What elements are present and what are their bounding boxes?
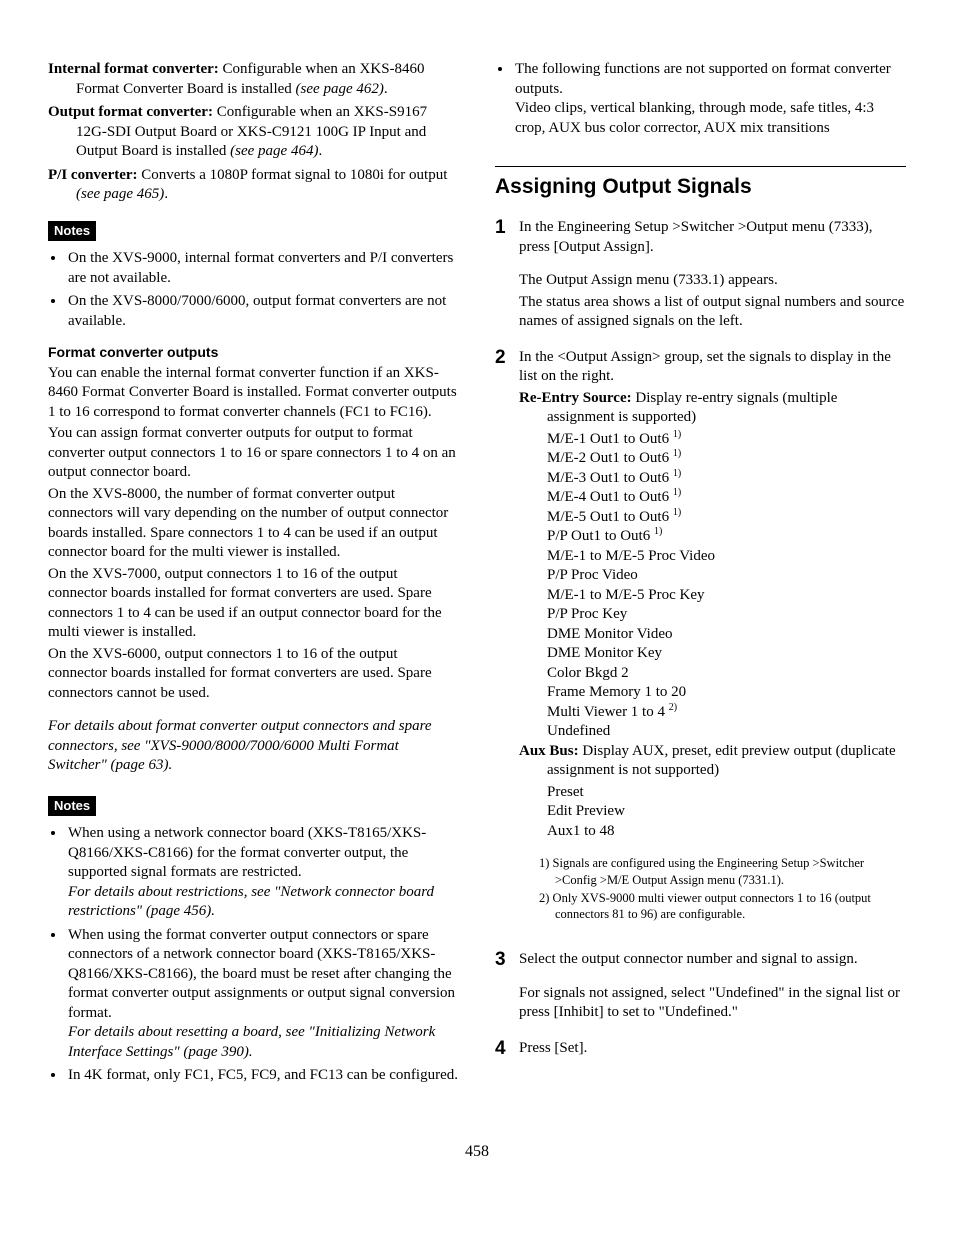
body-text: You can assign format converter outputs … xyxy=(48,424,459,483)
two-column-layout: Internal format converter: Configurable … xyxy=(48,60,906,1094)
step-body: Press [Set]. xyxy=(519,1039,906,1061)
list-item: DME Monitor Key xyxy=(547,644,906,664)
list-item: When using a network connector board (XK… xyxy=(66,824,459,922)
list-item: Edit Preview xyxy=(547,802,906,822)
def-output-format-converter: Output format converter: Configurable wh… xyxy=(48,103,459,162)
list-item: M/E-1 Out1 to Out6 1) xyxy=(547,430,906,450)
list-item: P/P Out1 to Out6 1) xyxy=(547,527,906,547)
list-item: In 4K format, only FC1, FC5, FC9, and FC… xyxy=(66,1066,459,1086)
top-bullet-list: The following functions are not supporte… xyxy=(495,60,906,138)
list-item: Multi Viewer 1 to 4 2) xyxy=(547,703,906,723)
list-item: DME Monitor Video xyxy=(547,625,906,645)
list-item: On the XVS-9000, internal format convert… xyxy=(66,249,459,288)
list-item: On the XVS-8000/7000/6000, output format… xyxy=(66,292,459,331)
step-number: 3 xyxy=(495,950,519,971)
step-4: 4 Press [Set]. xyxy=(495,1039,906,1061)
list-item: P/P Proc Key xyxy=(547,605,906,625)
list-item: M/E-2 Out1 to Out6 1) xyxy=(547,449,906,469)
footnote: 2) Only XVS-9000 multi viewer output con… xyxy=(539,890,906,923)
def-pi-converter: P/I converter: Converts a 1080P format s… xyxy=(48,166,459,205)
list-item: Color Bkgd 2 xyxy=(547,664,906,684)
step-1: 1 In the Engineering Setup >Switcher >Ou… xyxy=(495,218,906,334)
list-item: M/E-4 Out1 to Out6 1) xyxy=(547,488,906,508)
footnote: 1) Signals are configured using the Engi… xyxy=(539,855,906,888)
cross-reference: For details about format converter outpu… xyxy=(48,717,459,776)
footnotes: 1) Signals are configured using the Engi… xyxy=(519,855,906,922)
format-converter-outputs-heading: Format converter outputs xyxy=(48,343,459,361)
list-item: The following functions are not supporte… xyxy=(513,60,906,138)
list-item: P/P Proc Video xyxy=(547,566,906,586)
section-title: Assigning Output Signals xyxy=(495,173,906,200)
list-item: M/E-1 to M/E-5 Proc Key xyxy=(547,586,906,606)
body-text: You can enable the internal format conve… xyxy=(48,364,459,423)
body-text: On the XVS-7000, output connectors 1 to … xyxy=(48,565,459,643)
notes-list-1: On the XVS-9000, internal format convert… xyxy=(48,249,459,331)
step-number: 4 xyxy=(495,1039,519,1060)
list-item: M/E-3 Out1 to Out6 1) xyxy=(547,469,906,489)
notes-badge: Notes xyxy=(48,221,96,242)
aux-bus-def: Aux Bus: Display AUX, preset, edit previ… xyxy=(519,742,906,781)
list-item: M/E-5 Out1 to Out6 1) xyxy=(547,508,906,528)
list-item: M/E-1 to M/E-5 Proc Video xyxy=(547,547,906,567)
list-item: Frame Memory 1 to 20 xyxy=(547,683,906,703)
list-item: Preset xyxy=(547,783,906,803)
right-column: The following functions are not supporte… xyxy=(495,60,906,1094)
notes-list-2: When using a network connector board (XK… xyxy=(48,824,459,1086)
left-column: Internal format converter: Configurable … xyxy=(48,60,459,1094)
step-number: 2 xyxy=(495,348,519,369)
list-item: When using the format converter output c… xyxy=(66,926,459,1063)
def-internal-format-converter: Internal format converter: Configurable … xyxy=(48,60,459,99)
page-number: 458 xyxy=(48,1142,906,1163)
body-text: On the XVS-6000, output connectors 1 to … xyxy=(48,645,459,704)
step-3: 3 Select the output connector number and… xyxy=(495,950,906,1025)
notes-badge: Notes xyxy=(48,796,96,817)
step-body: In the Engineering Setup >Switcher >Outp… xyxy=(519,218,906,334)
step-number: 1 xyxy=(495,218,519,239)
aux-items: Preset Edit Preview Aux1 to 48 xyxy=(519,783,906,842)
step-body: In the <Output Assign> group, set the si… xyxy=(519,348,906,937)
reentry-items: M/E-1 Out1 to Out6 1) M/E-2 Out1 to Out6… xyxy=(519,430,906,742)
section-divider xyxy=(495,166,906,167)
step-body: Select the output connector number and s… xyxy=(519,950,906,1025)
body-text: On the XVS-8000, the number of format co… xyxy=(48,485,459,563)
list-item: Aux1 to 48 xyxy=(547,822,906,842)
list-item: Undefined xyxy=(547,722,906,742)
reentry-source-def: Re-Entry Source: Display re-entry signal… xyxy=(519,389,906,428)
step-2: 2 In the <Output Assign> group, set the … xyxy=(495,348,906,937)
